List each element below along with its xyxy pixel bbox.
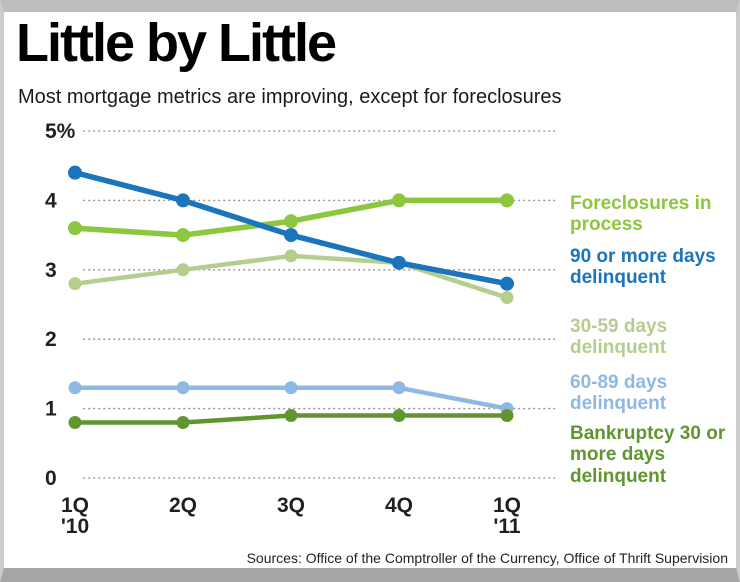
data-point-foreclosures	[392, 193, 406, 208]
data-point-bankruptcy	[500, 409, 514, 423]
y-axis-label: 1	[45, 398, 57, 421]
data-point-bankruptcy	[68, 415, 82, 429]
source-note: Sources: Office of the Comptroller of th…	[246, 550, 728, 566]
x-axis-label: 2Q	[169, 494, 197, 517]
data-point-bankruptcy	[284, 409, 298, 423]
y-axis-label: 0	[45, 467, 57, 490]
y-axis-label: 5%	[45, 120, 76, 143]
data-point-60-89	[68, 381, 82, 395]
data-point-90-plus	[176, 193, 190, 208]
data-point-bankruptcy	[176, 415, 190, 429]
data-point-30-59	[68, 277, 82, 291]
chart-title: Little by Little	[16, 13, 337, 73]
x-axis-label: 1Q	[493, 494, 521, 517]
x-axis-label: 4Q	[385, 494, 413, 517]
data-point-30-59	[284, 249, 298, 263]
data-point-90-plus	[500, 276, 514, 291]
data-point-bankruptcy	[392, 409, 406, 423]
legend-label-bankruptcy: Bankruptcy 30 or more days delinquent	[570, 423, 726, 487]
x-axis-label: 3Q	[277, 494, 305, 517]
y-axis-label: 2	[45, 328, 57, 351]
data-point-foreclosures	[284, 214, 298, 229]
legend-label-30-59: 30-59 days delinquent	[570, 316, 668, 359]
legend-label-foreclosures: Foreclosures in process	[570, 193, 712, 236]
data-point-90-plus	[392, 255, 406, 270]
data-point-foreclosures	[500, 193, 514, 208]
data-point-60-89	[284, 381, 298, 395]
chart-subtitle: Most mortgage metrics are improving, exc…	[18, 86, 562, 108]
y-axis-label: 3	[45, 259, 57, 282]
data-point-foreclosures	[176, 228, 190, 243]
data-point-foreclosures	[68, 221, 82, 236]
data-point-90-plus	[68, 165, 82, 180]
y-axis-label: 4	[45, 189, 57, 212]
data-point-60-89	[176, 381, 190, 395]
x-axis-label: 1Q	[61, 494, 89, 517]
legend-label-60-89: 60-89 days delinquent	[570, 372, 668, 415]
data-point-30-59	[176, 263, 190, 277]
legend-label-90-plus: 90 or more days delinquent	[570, 246, 716, 289]
data-point-30-59	[500, 291, 514, 305]
data-point-60-89	[392, 381, 406, 395]
x-axis-year-label: '11	[493, 515, 521, 538]
chart-legend: Foreclosures in process 90 or more days d…	[570, 12, 734, 568]
data-point-90-plus	[284, 228, 298, 243]
x-axis-year-label: '10	[61, 515, 89, 538]
